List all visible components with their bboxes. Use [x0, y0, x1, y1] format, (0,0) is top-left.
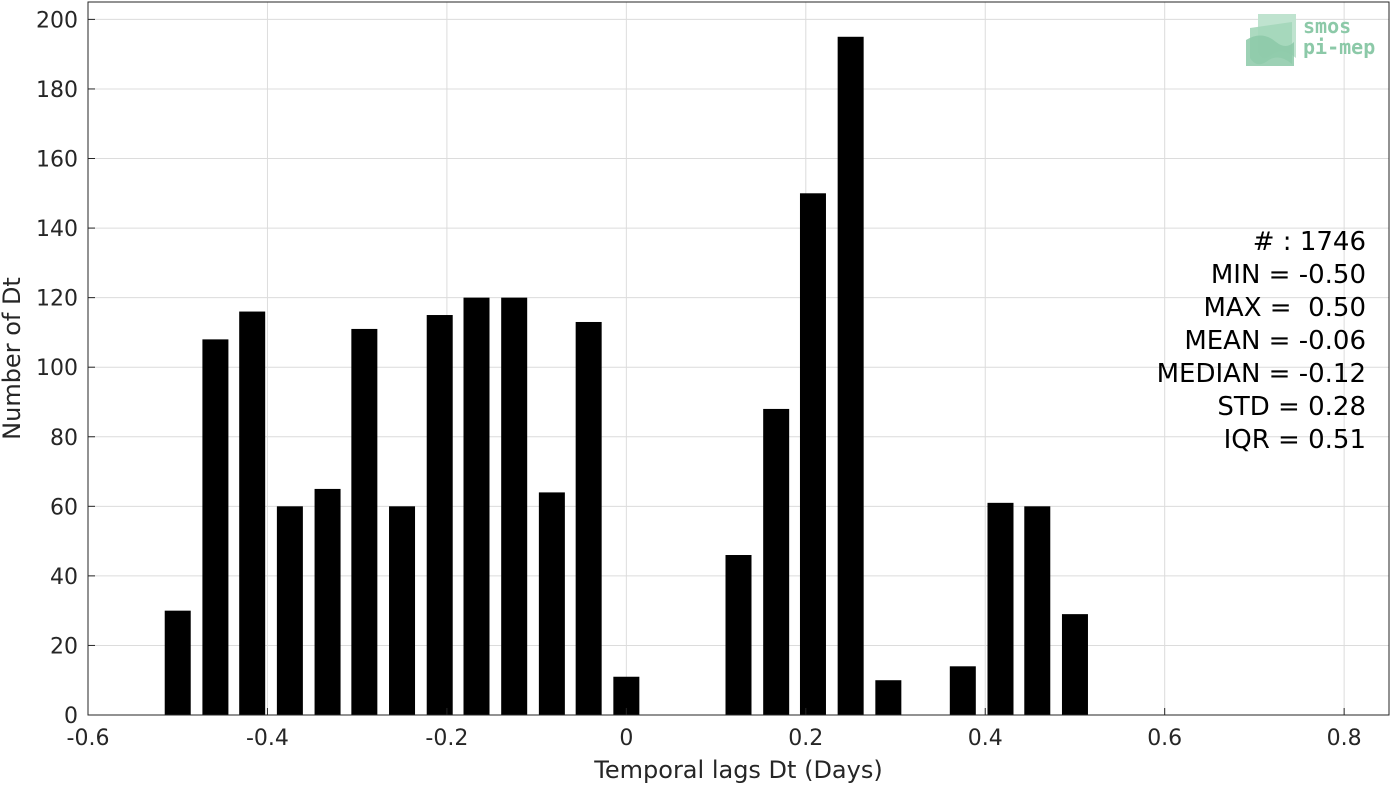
x-tick-labels: -0.6 -0.4 -0.2 0 0.2 0.4 0.6 0.8 — [67, 726, 1362, 751]
histogram-bar — [351, 328, 378, 715]
histogram-bar — [763, 408, 790, 715]
histogram-bar — [463, 297, 490, 715]
axis-ticks — [87, 18, 1345, 716]
y-tick-labels: 0 20 40 60 80 100 120 140 160 180 200 — [36, 8, 78, 729]
y-tick-label: 200 — [36, 8, 78, 33]
x-tick-label: 0.6 — [1147, 726, 1182, 751]
y-tick-label: 60 — [50, 495, 78, 520]
histogram-bar — [875, 680, 902, 715]
y-tick-label: 140 — [36, 217, 78, 242]
y-tick-label: 20 — [50, 634, 78, 659]
x-tick-label: 0.4 — [968, 726, 1003, 751]
x-tick-label: -0.6 — [67, 726, 110, 751]
histogram-bar — [202, 339, 229, 715]
histogram-bar — [949, 666, 976, 715]
histogram-bar — [501, 297, 528, 715]
x-tick-label: -0.4 — [246, 726, 289, 751]
histogram-bar — [426, 315, 453, 715]
histogram-bar — [276, 506, 303, 715]
y-tick-label: 100 — [36, 356, 78, 381]
histogram-bar — [1024, 506, 1051, 715]
histogram-bar — [837, 36, 864, 715]
stat-line: STD = 0.28 — [1217, 392, 1366, 422]
x-tick-label: 0.8 — [1327, 726, 1362, 751]
stat-line: MEAN = -0.06 — [1184, 326, 1366, 356]
histogram-bar — [538, 492, 565, 715]
x-tick-label: 0.2 — [788, 726, 823, 751]
y-tick-label: 0 — [64, 704, 78, 729]
stat-line: MAX = 0.50 — [1204, 293, 1367, 323]
y-tick-label: 160 — [36, 148, 78, 173]
plot-frame — [87, 1, 1390, 716]
histogram-bar — [799, 193, 826, 716]
stat-line: IQR = 0.51 — [1224, 425, 1366, 455]
histogram-bar — [239, 311, 266, 715]
histogram-bar — [575, 321, 602, 715]
logo-wave-icon — [1246, 14, 1296, 66]
logo-text-pi-mep: pi-mep — [1303, 35, 1375, 59]
y-axis-label: Number of Dt — [0, 277, 26, 440]
stat-line: MEDIAN = -0.12 — [1157, 359, 1366, 389]
x-tick-label: 0 — [619, 726, 633, 751]
histogram-bar — [987, 502, 1014, 715]
y-tick-label: 180 — [36, 78, 78, 103]
y-tick-label: 80 — [50, 426, 78, 451]
smos-pi-mep-logo: smos pi-mep — [1246, 14, 1375, 66]
bars — [164, 36, 1088, 716]
histogram-bar — [389, 506, 416, 715]
histogram-bar — [164, 610, 191, 715]
grid-lines — [87, 2, 1389, 716]
stat-line: MIN = -0.50 — [1211, 260, 1366, 290]
y-tick-label: 120 — [36, 287, 78, 312]
histogram-bar — [725, 555, 752, 715]
stat-line: # : 1746 — [1253, 227, 1366, 257]
histogram-bar — [1061, 614, 1088, 715]
histogram-bar — [314, 488, 341, 715]
x-axis-label: Temporal lags Dt (Days) — [593, 756, 882, 784]
logo-text-smos: smos — [1303, 14, 1351, 38]
x-tick-label: -0.2 — [425, 726, 468, 751]
y-tick-label: 40 — [50, 565, 78, 590]
